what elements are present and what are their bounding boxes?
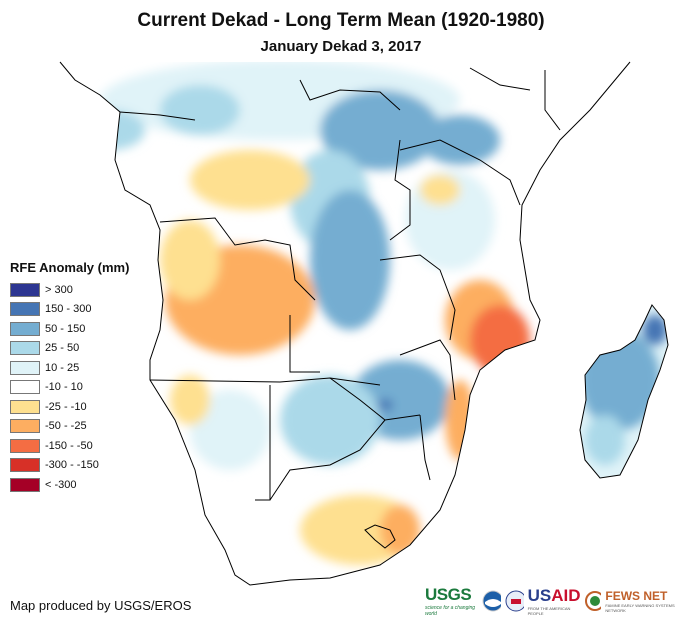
map-title: Current Dekad - Long Term Mean (1920-198… <box>137 10 545 31</box>
legend-label: 150 - 300 <box>45 303 92 316</box>
legend-swatch <box>10 458 40 473</box>
legend-swatch <box>10 477 40 492</box>
legend-label: 10 - 25 <box>45 361 80 374</box>
legend-label: -150 - -50 <box>45 439 93 452</box>
legend-label: -300 - -150 <box>45 459 99 472</box>
legend-swatch <box>10 419 40 434</box>
legend: RFE Anomaly (mm) > 300 150 - 300 50 - 150 2… <box>10 260 129 495</box>
legend-label: -25 - -10 <box>45 400 87 413</box>
legend-item: 150 - 300 <box>10 300 129 320</box>
legend-item: -50 - -25 <box>10 417 129 437</box>
logo-strip: USGS science for a changing world USAID … <box>425 585 682 617</box>
legend-item: < -300 <box>10 475 129 495</box>
legend-swatch <box>10 321 40 336</box>
usgs-logo: USGS science for a changing world <box>425 585 476 617</box>
legend-item: -150 - -50 <box>10 436 129 456</box>
legend-swatch <box>10 360 40 375</box>
legend-title: RFE Anomaly (mm) <box>10 260 130 275</box>
legend-item: -10 - 10 <box>10 378 129 398</box>
credit-text: Map produced by USGS/EROS <box>10 598 192 613</box>
usaid-seal-icon <box>505 590 524 612</box>
noaa-logo <box>482 590 502 612</box>
legend-label: -10 - 10 <box>45 381 83 394</box>
fews-globe-icon <box>584 591 602 611</box>
fews-net-logo: FEWS NET FAMINE EARLY WARNING SYSTEMS NE… <box>605 589 675 613</box>
legend-item: 10 - 25 <box>10 358 129 378</box>
legend-item: -300 - -150 <box>10 456 129 476</box>
legend-swatch <box>10 302 40 317</box>
legend-item: > 300 <box>10 280 129 300</box>
legend-label: > 300 <box>45 283 73 296</box>
legend-label: < -300 <box>45 478 77 491</box>
usaid-logo: USAID FROM THE AMERICAN PEOPLE <box>527 586 581 616</box>
legend-item: 25 - 50 <box>10 339 129 359</box>
legend-swatch <box>10 341 40 356</box>
legend-swatch <box>10 399 40 414</box>
legend-label: 25 - 50 <box>45 342 80 355</box>
legend-item: -25 - -10 <box>10 397 129 417</box>
rainfall-anomaly-map <box>59 61 669 586</box>
legend-swatch <box>10 380 40 395</box>
country-borders <box>59 61 669 586</box>
legend-label: 50 - 150 <box>45 322 86 335</box>
legend-item: 50 - 150 <box>10 319 129 339</box>
madagascar-anomaly-layer <box>580 305 668 478</box>
legend-swatch <box>10 438 40 453</box>
map-subtitle: January Dekad 3, 2017 <box>260 38 422 55</box>
legend-swatch <box>10 282 40 297</box>
legend-label: -50 - -25 <box>45 420 87 433</box>
